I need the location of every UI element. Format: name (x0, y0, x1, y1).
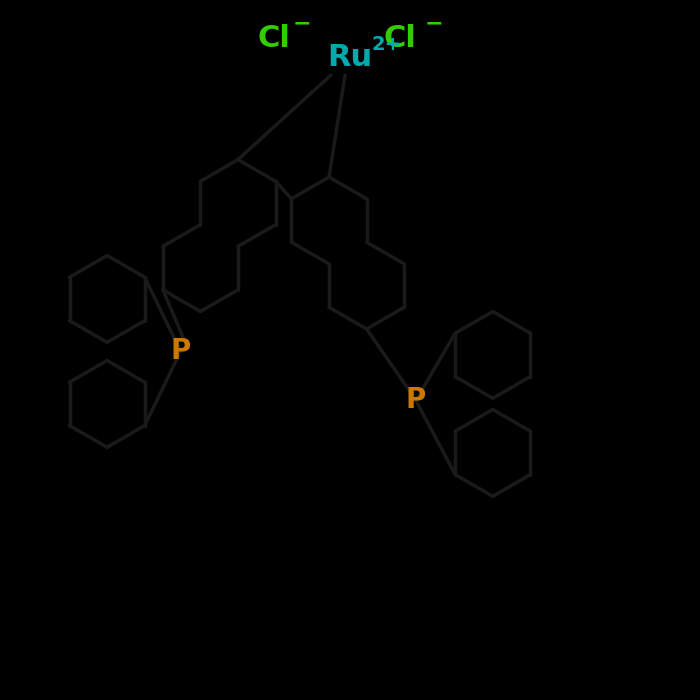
Text: Cl: Cl (384, 24, 416, 53)
Text: −: − (293, 13, 312, 33)
Text: −: − (424, 13, 443, 33)
Text: P: P (171, 337, 190, 365)
Text: Cl: Cl (258, 24, 290, 53)
Text: 2+: 2+ (372, 35, 402, 55)
Text: Ru: Ru (328, 43, 372, 72)
Text: P: P (406, 386, 426, 414)
